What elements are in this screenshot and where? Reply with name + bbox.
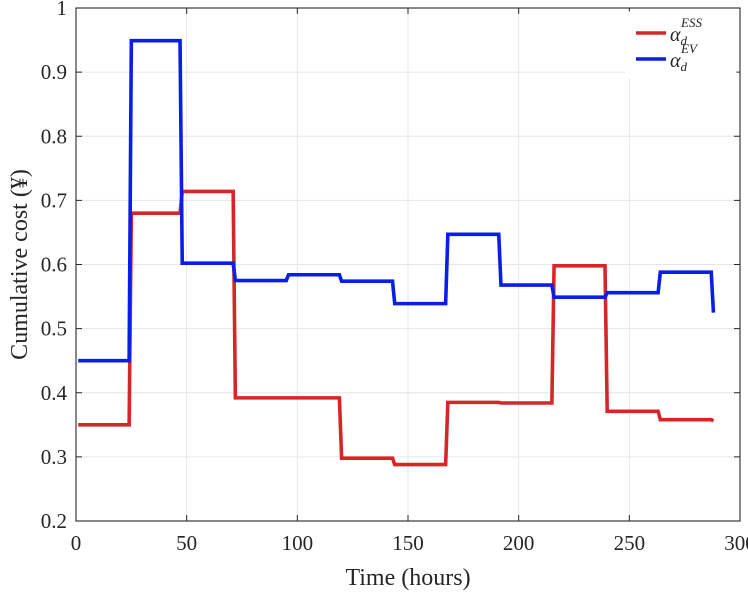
x-tick-label: 200 [503,531,535,555]
x-tick-label: 100 [282,531,314,555]
legend-box [625,11,737,79]
y-tick-label: 1 [57,0,68,20]
y-tick-label: 0.4 [41,381,68,405]
ticks-layer: 0 50 100 150 200 250 300 0.2 0.3 0.4 0.5 0.6 0.7 0.8 0… [41,0,748,555]
y-tick-label: 0.5 [41,317,67,341]
y-tick-label: 0.6 [41,253,67,277]
y-tick-label: 0.7 [41,188,67,212]
series-line-ev [78,38,716,363]
y-tick-label: 0.2 [41,509,67,533]
y-tick-label: 0.8 [41,124,67,148]
legend-label: αdEV [670,41,699,74]
y-tick-label: 0.9 [41,60,67,84]
grid-layer [76,8,740,521]
x-tick-label: 50 [176,531,197,555]
y-axis-label: Cumulative cost (¥) [7,169,33,360]
x-axis-label: Time (hours) [345,565,470,591]
x-tick-label: 250 [614,531,646,555]
x-tick-label: 150 [392,531,424,555]
x-tick-label: 0 [71,531,82,555]
legend-label: αdESS [670,15,702,48]
x-tick-label: 300 [724,531,748,555]
y-tick-label: 0.3 [41,445,67,469]
series-layer [78,38,716,467]
